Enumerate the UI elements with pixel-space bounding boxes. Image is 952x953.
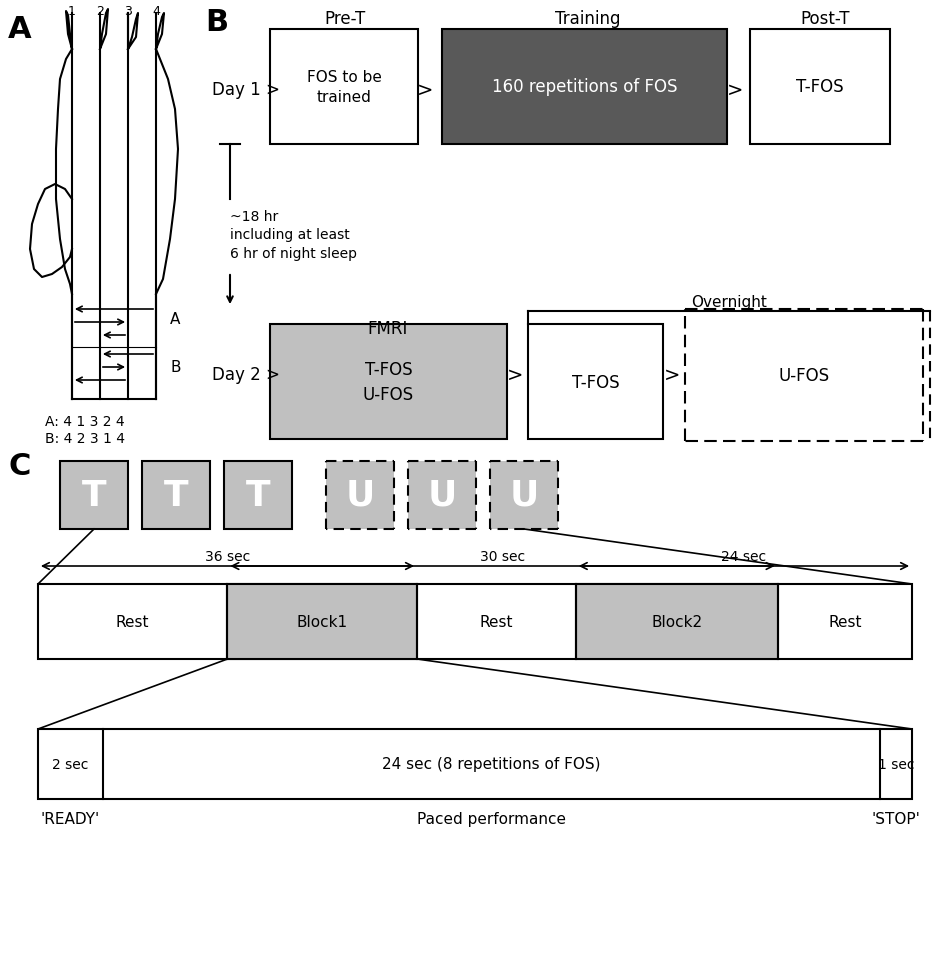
Text: Day 1 >: Day 1 >: [212, 81, 280, 99]
Text: U: U: [427, 478, 457, 513]
Bar: [270, 325, 507, 439]
Text: Rest: Rest: [480, 615, 513, 629]
Text: B: B: [170, 360, 181, 375]
Text: T-FOS
U-FOS: T-FOS U-FOS: [363, 360, 414, 403]
Text: B: B: [205, 8, 228, 37]
Text: 24 sec (8 repetitions of FOS): 24 sec (8 repetitions of FOS): [382, 757, 601, 772]
Bar: [442, 30, 727, 145]
Bar: [38, 584, 912, 659]
Text: 30 sec: 30 sec: [480, 550, 526, 563]
Text: A: A: [8, 15, 31, 44]
Text: Paced performance: Paced performance: [417, 811, 565, 826]
Text: 160 repetitions of FOS: 160 repetitions of FOS: [492, 78, 677, 96]
Text: Training: Training: [555, 10, 621, 28]
Text: C: C: [8, 452, 30, 480]
Text: U-FOS: U-FOS: [779, 367, 829, 385]
Bar: [576, 584, 778, 659]
Bar: [408, 461, 476, 530]
Text: A: 4 1 3 2 4: A: 4 1 3 2 4: [45, 415, 125, 429]
Text: T-FOS: T-FOS: [796, 78, 843, 96]
Text: >: >: [726, 80, 744, 99]
Bar: [224, 461, 292, 530]
Text: >: >: [664, 365, 680, 384]
Bar: [490, 461, 558, 530]
Text: T: T: [164, 478, 188, 513]
Text: Pre-T: Pre-T: [325, 10, 366, 28]
Text: 2 sec: 2 sec: [52, 758, 89, 771]
Text: U: U: [346, 478, 375, 513]
Text: 24 sec: 24 sec: [722, 550, 766, 563]
Text: 4: 4: [152, 5, 160, 18]
Bar: [270, 30, 418, 145]
Text: FOS to be
trained: FOS to be trained: [307, 70, 382, 106]
Text: 36 sec: 36 sec: [205, 550, 250, 563]
Text: >: >: [417, 80, 433, 99]
Text: 3: 3: [124, 5, 132, 18]
Text: B: 4 2 3 1 4: B: 4 2 3 1 4: [45, 432, 125, 446]
Bar: [685, 310, 923, 441]
Text: 1: 1: [68, 5, 76, 18]
Text: ~18 hr
including at least
6 hr of night sleep: ~18 hr including at least 6 hr of night …: [230, 210, 357, 260]
Text: Post-T: Post-T: [801, 10, 850, 28]
Text: 2: 2: [96, 5, 104, 18]
Text: Day 2 >: Day 2 >: [212, 366, 280, 384]
Bar: [750, 30, 890, 145]
Text: FMRI: FMRI: [367, 319, 408, 337]
Text: Overnight: Overnight: [691, 294, 767, 310]
Bar: [528, 325, 663, 439]
Text: T-FOS: T-FOS: [572, 374, 620, 391]
Text: >: >: [506, 365, 524, 384]
Text: Rest: Rest: [116, 615, 149, 629]
Text: A: A: [170, 313, 180, 327]
Bar: [60, 461, 128, 530]
Text: Block2: Block2: [651, 615, 703, 629]
Text: Rest: Rest: [828, 615, 862, 629]
Text: T: T: [82, 478, 107, 513]
Text: 'STOP': 'STOP': [871, 811, 921, 826]
Text: Block1: Block1: [297, 615, 347, 629]
Text: T: T: [246, 478, 270, 513]
Text: U: U: [509, 478, 539, 513]
Bar: [326, 461, 394, 530]
Bar: [142, 461, 210, 530]
Text: 1 sec: 1 sec: [878, 758, 914, 771]
Bar: [38, 729, 912, 800]
Bar: [228, 584, 417, 659]
Text: 'READY': 'READY': [41, 811, 100, 826]
